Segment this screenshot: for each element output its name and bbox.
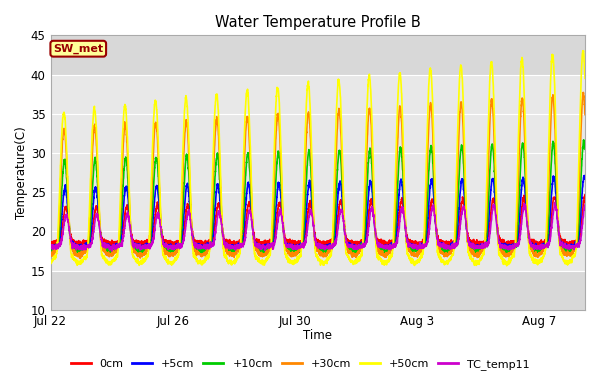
TC_temp11 bbox=[548, 225, 556, 229]
0cm bbox=[523, 215, 530, 219]
+50cm bbox=[548, 57, 556, 61]
+5cm bbox=[413, 245, 420, 249]
+5cm bbox=[548, 189, 556, 194]
Title: Water Temperature Profile B: Water Temperature Profile B bbox=[215, 15, 421, 30]
0cm bbox=[324, 241, 331, 245]
+5cm bbox=[107, 249, 114, 253]
+5cm bbox=[324, 245, 331, 250]
+30cm bbox=[548, 100, 556, 104]
+50cm bbox=[580, 48, 587, 53]
+10cm bbox=[413, 247, 420, 252]
0cm bbox=[581, 192, 589, 197]
+30cm bbox=[364, 124, 371, 128]
+5cm bbox=[581, 176, 589, 181]
+30cm bbox=[490, 115, 497, 119]
0cm bbox=[364, 222, 371, 226]
TC_temp11 bbox=[581, 203, 589, 207]
+10cm bbox=[548, 150, 556, 155]
+10cm bbox=[490, 148, 497, 153]
TC_temp11 bbox=[490, 205, 497, 209]
Line: +10cm: +10cm bbox=[50, 140, 585, 254]
0cm bbox=[47, 242, 54, 247]
0cm bbox=[490, 198, 497, 202]
0cm bbox=[413, 239, 420, 244]
+30cm bbox=[523, 195, 530, 200]
TC_temp11 bbox=[324, 245, 331, 249]
+5cm bbox=[490, 177, 497, 182]
+50cm bbox=[412, 261, 419, 266]
+30cm bbox=[47, 250, 54, 254]
+50cm bbox=[490, 81, 497, 86]
+30cm bbox=[413, 253, 420, 257]
+10cm bbox=[47, 250, 54, 255]
+10cm bbox=[364, 170, 371, 174]
+10cm bbox=[523, 204, 530, 209]
+5cm bbox=[364, 202, 371, 207]
+5cm bbox=[523, 212, 530, 217]
+5cm bbox=[47, 245, 54, 250]
0cm bbox=[384, 245, 391, 249]
TC_temp11 bbox=[108, 249, 115, 253]
Line: TC_temp11: TC_temp11 bbox=[50, 203, 585, 251]
+10cm bbox=[324, 248, 331, 252]
0cm bbox=[548, 210, 556, 215]
+50cm bbox=[47, 260, 54, 265]
+50cm bbox=[324, 258, 331, 263]
TC_temp11 bbox=[47, 243, 54, 247]
+10cm bbox=[581, 147, 589, 152]
TC_temp11 bbox=[551, 200, 558, 205]
Legend: 0cm, +5cm, +10cm, +30cm, +50cm, TC_temp11: 0cm, +5cm, +10cm, +30cm, +50cm, TC_temp1… bbox=[66, 355, 534, 374]
Line: 0cm: 0cm bbox=[50, 195, 585, 247]
+50cm bbox=[581, 76, 589, 81]
+10cm bbox=[580, 138, 587, 142]
+10cm bbox=[352, 252, 359, 257]
Bar bbox=[50, 74, 585, 271]
Line: +5cm: +5cm bbox=[50, 176, 585, 251]
Y-axis label: Temperature(C): Temperature(C) bbox=[15, 126, 28, 219]
+50cm bbox=[523, 181, 530, 186]
Line: +50cm: +50cm bbox=[50, 51, 585, 266]
+30cm bbox=[581, 112, 589, 117]
+50cm bbox=[503, 263, 510, 268]
TC_temp11 bbox=[523, 215, 530, 220]
Text: SW_met: SW_met bbox=[53, 44, 103, 54]
Line: +30cm: +30cm bbox=[50, 92, 585, 258]
+30cm bbox=[77, 256, 84, 261]
TC_temp11 bbox=[364, 229, 371, 234]
+50cm bbox=[364, 90, 371, 95]
X-axis label: Time: Time bbox=[303, 329, 332, 342]
+30cm bbox=[324, 249, 331, 254]
+30cm bbox=[580, 90, 587, 95]
TC_temp11 bbox=[413, 243, 420, 247]
+5cm bbox=[581, 173, 588, 178]
